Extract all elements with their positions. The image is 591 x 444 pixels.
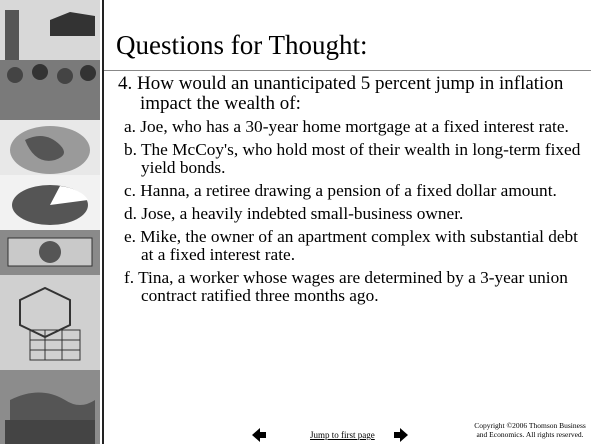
question: 4. How would an unanticipated 5 percent … [118,73,564,114]
title-rule [104,70,591,71]
item: b. The McCoy's, who hold most of their w… [124,140,581,177]
nav-arrows [252,428,408,442]
first-page-link[interactable]: Jump to first page [310,430,375,440]
copyright: Copyright ©2006 Thomson Business and Eco… [474,421,586,439]
divider [102,0,104,444]
decorative-strip [0,0,100,444]
slide-title: Questions for Thought: [116,30,368,60]
item-list: a. Joe, who has a 30-year home mortgage … [124,118,584,310]
item: e. Mike, the owner of an apartment compl… [124,227,578,264]
item: d. Jose, a heavily indebted small-busine… [124,204,464,223]
item: c. Hanna, a retiree drawing a pension of… [124,181,557,200]
item: a. Joe, who has a 30-year home mortgage … [124,117,569,136]
item: f. Tina, a worker whose wages are determ… [124,268,568,305]
prev-arrow[interactable] [252,428,266,442]
next-arrow[interactable] [394,428,408,442]
